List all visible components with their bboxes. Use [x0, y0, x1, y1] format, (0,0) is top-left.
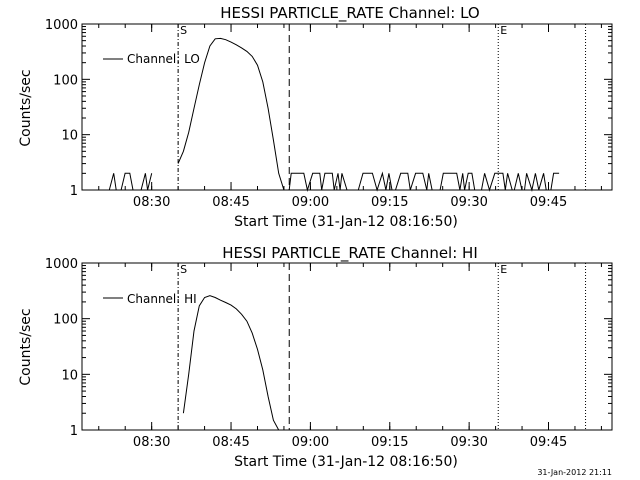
x-tick-label: 09:15: [371, 435, 408, 450]
x-axis-label: Start Time (31-Jan-12 08:16:50): [234, 214, 458, 230]
chart-title: HESSI PARTICLE_RATE Channel: LO: [220, 4, 479, 23]
y-tick-label: 100: [53, 313, 78, 328]
y-tick-label: 1000: [45, 257, 78, 272]
y-axis-label: Counts/sec: [18, 308, 34, 385]
y-tick-label: 1000: [45, 18, 78, 33]
y-tick-label: 10: [61, 368, 78, 383]
x-tick-label: 09:15: [371, 195, 408, 210]
y-tick-label: 100: [53, 73, 78, 88]
x-tick-label: 08:30: [133, 435, 170, 450]
x-tick-label: 08:30: [133, 195, 170, 210]
y-tick-label: 1: [70, 424, 78, 439]
x-tick-label: 09:30: [450, 195, 487, 210]
time-marker-label: S: [180, 263, 187, 276]
time-marker-label: S: [180, 24, 187, 37]
series-noise: [288, 171, 560, 192]
y-axis-label: Counts/sec: [18, 69, 34, 146]
legend-label: Channel: HI: [127, 292, 197, 306]
x-tick-label: 09:45: [530, 195, 567, 210]
x-tick-label: 09:30: [450, 435, 487, 450]
time-marker-label: E: [500, 24, 507, 37]
y-tick-label: 10: [61, 129, 78, 144]
time-marker-label: E: [500, 263, 507, 276]
x-tick-label: 09:00: [292, 435, 329, 450]
series-noise: [108, 172, 153, 191]
chart-title: HESSI PARTICLE_RATE Channel: HI: [222, 244, 478, 263]
x-tick-label: 08:45: [212, 435, 249, 450]
plot-frame: [81, 262, 613, 431]
x-tick-label: 09:00: [292, 195, 329, 210]
plot-timestamp: 31-Jan-2012 21:11: [537, 468, 612, 477]
x-tick-label: 08:45: [212, 195, 249, 210]
plot-frame: [81, 23, 613, 191]
channel-hi-panel: HESSI PARTICLE_RATE Channel: HI Start Ti…: [18, 244, 613, 470]
series-line: [177, 37, 285, 191]
series-line: [182, 295, 280, 431]
y-tick-label: 1: [70, 184, 78, 199]
channel-lo-panel: HESSI PARTICLE_RATE Channel: LO Start Ti…: [18, 4, 613, 230]
x-axis-label: Start Time (31-Jan-12 08:16:50): [234, 454, 458, 470]
x-tick-label: 09:45: [530, 435, 567, 450]
legend-label: Channel: LO: [127, 52, 200, 66]
